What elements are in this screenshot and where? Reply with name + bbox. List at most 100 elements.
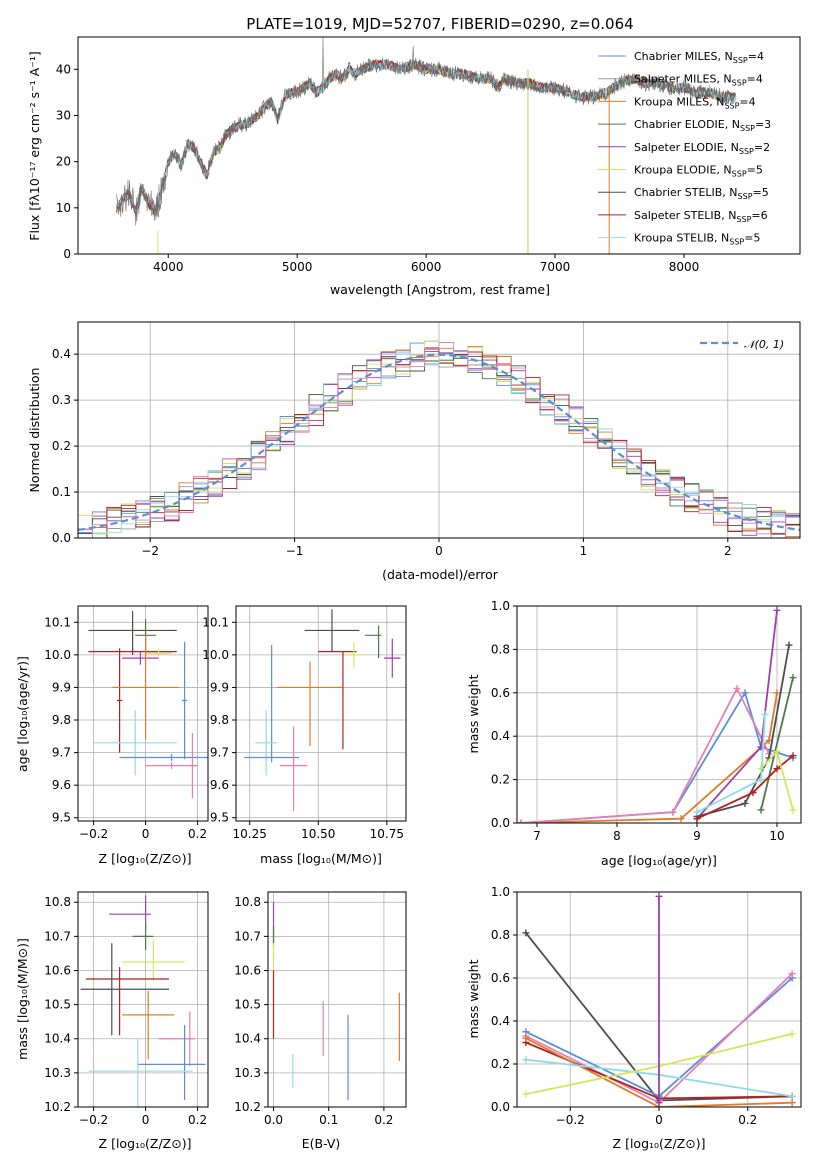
y-tick-label: 9.9: [52, 680, 71, 694]
legend-label: Salpeter MILES, NSSP=4: [634, 73, 763, 88]
weight-marker: [741, 799, 749, 807]
x-tick-label: 0.1: [319, 1113, 338, 1127]
x-tick-label: 0.2: [738, 1113, 757, 1127]
y-tick-label: 9.8: [210, 713, 229, 727]
axes-frame: [235, 605, 407, 822]
weight-marker: [655, 1099, 663, 1107]
x-tick-label: −2: [141, 544, 159, 558]
y-tick-label: 0.2: [52, 439, 71, 453]
x-tick-label: 0.2: [188, 827, 207, 841]
weight-line: [696, 644, 790, 818]
spectrum-title: PLATE=1019, MJD=52707, FIBERID=0290, z=0…: [246, 15, 633, 33]
y-tick-label: 0.0: [52, 531, 71, 545]
axes-frame: [267, 891, 407, 1108]
x-tick-label: 9: [693, 829, 701, 843]
weight-lines: [522, 892, 796, 1107]
errorbars: [80, 895, 206, 1107]
weight-marker: [773, 747, 781, 755]
y-tick-label: 10.0: [202, 648, 229, 662]
x-tick-label: 10: [769, 829, 784, 843]
y-tick-label: 0.8: [491, 928, 510, 942]
x-tick-label: 5000: [282, 260, 313, 274]
x-tick-label: 0: [435, 544, 443, 558]
weight-marker: [761, 711, 769, 718]
errorbars: [272, 902, 400, 1101]
x-tick-label: −1: [286, 544, 304, 558]
weight-marker: [522, 1090, 530, 1098]
y-tick-label: 10.3: [44, 1066, 71, 1080]
normal-reference-curve: [78, 353, 800, 531]
mass-vs-ebv-panel: E(B-V) 0.0 0.1 0.2 10.2 10.3 10.4 10.5 10.6 10.7…: [234, 891, 407, 1151]
legend-label: Kroupa STELIB, NSSP=5: [634, 232, 760, 247]
x-tick-label: 0.2: [374, 1113, 393, 1127]
y-tick-label: 10.5: [234, 998, 261, 1012]
weight-marker: [749, 789, 757, 797]
weight-marker: [757, 806, 765, 814]
weight-marker: [677, 815, 685, 823]
age-vs-mass-panel: mass [log₁₀(M/M⊙)] 10.25 10.50 10.75 9.5 9.6…: [202, 605, 407, 866]
x-tick-label: 0.2: [188, 1113, 207, 1127]
x-tick-label: −0.2: [556, 1113, 585, 1127]
y-tick-label: 20: [56, 155, 71, 169]
weight-line: [525, 1037, 793, 1107]
y-tick-label: 0.4: [491, 1014, 510, 1028]
x-tick-label: −0.2: [79, 1113, 108, 1127]
axes-frame: [77, 321, 801, 539]
y-tick-label: 10.1: [202, 615, 229, 629]
y-tick-label: 0.8: [491, 642, 510, 656]
y-tick-label: 10.6: [44, 963, 71, 977]
y-tick-label: 0.6: [491, 686, 510, 700]
x-tick-label: 0: [142, 1113, 150, 1127]
axes-frame: [77, 36, 801, 255]
x-tick-label: 8000: [669, 260, 700, 274]
y-tick-label: 10.2: [234, 1100, 261, 1114]
weight-line: [520, 692, 778, 823]
y-tick-label: 9.7: [52, 746, 71, 760]
x-tick-label: 10.25: [233, 827, 267, 841]
spectrum-ylabel: Flux [fλ10⁻¹⁷ erg cm⁻² s⁻¹ A⁻¹]: [27, 51, 42, 240]
weight-marker: [773, 765, 781, 773]
y-tick-label: 10.7: [44, 929, 71, 943]
x-tick-label: 8: [613, 829, 621, 843]
weight-marker: [788, 1030, 796, 1038]
y-tick-label: 10.2: [44, 1100, 71, 1114]
residual-ylabel: Normed distribution: [27, 368, 42, 493]
x-tick-label: 7000: [540, 260, 571, 274]
weight-marker: [733, 684, 741, 692]
y-tick-label: 10.4: [234, 1032, 261, 1046]
weight-line: [520, 686, 770, 823]
weight-marker: [773, 689, 781, 697]
legend-label: Kroupa ELODIE, NSSP=5: [634, 164, 763, 179]
y-tick-label: 0.1: [52, 485, 71, 499]
y-tick-label: 9.7: [210, 746, 229, 760]
weight-marker: [757, 776, 765, 784]
axes-frame: [77, 605, 209, 822]
mass-vs-z-xlabel: Z [log₁₀(Z/Z⊙)]: [99, 1136, 192, 1151]
spectrum-panel: PLATE=1019, MJD=52707, FIBERID=0290, z=0…: [27, 15, 801, 297]
spectrum-xlabel: wavelength [Angstrom, rest frame]: [330, 282, 550, 297]
errorbars: [88, 610, 208, 799]
y-tick-label: 10.6: [234, 963, 261, 977]
y-tick-label: 9.6: [210, 778, 229, 792]
mass-vs-z-panel: Z [log₁₀(Z/Z⊙)] mass [log₁₀(M/M⊙)] −0.2 0…: [15, 891, 209, 1151]
mass-weight-vs-z-xlabel: Z [log₁₀(Z/Z⊙)]: [613, 1136, 706, 1151]
y-tick-label: 9.5: [210, 811, 229, 825]
y-tick-label: 0.4: [491, 729, 510, 743]
axes-frame: [77, 891, 209, 1108]
mass-weight-vs-age-panel: age [log₁₀(age/yr)] mass weight 7 8 9 10 0.0…: [466, 599, 802, 868]
weight-marker: [655, 892, 663, 900]
y-tick-label: 10.1: [44, 615, 71, 629]
y-tick-label: 9.5: [52, 811, 71, 825]
residual-xlabel: (data-model)/error: [382, 567, 499, 582]
y-tick-label: 9.9: [210, 680, 229, 694]
y-tick-label: 0.6: [491, 971, 510, 985]
weight-marker: [785, 641, 793, 649]
weight-marker: [693, 815, 701, 823]
histogram-step-line: [78, 350, 800, 538]
x-tick-label: 1: [580, 544, 588, 558]
x-tick-label: 2: [724, 544, 732, 558]
y-tick-label: 10.5: [44, 998, 71, 1012]
age-vs-mass-xlabel: mass [log₁₀(M/M⊙)]: [260, 851, 382, 866]
x-tick-label: −0.2: [79, 827, 108, 841]
y-tick-label: 1.0: [491, 599, 510, 613]
